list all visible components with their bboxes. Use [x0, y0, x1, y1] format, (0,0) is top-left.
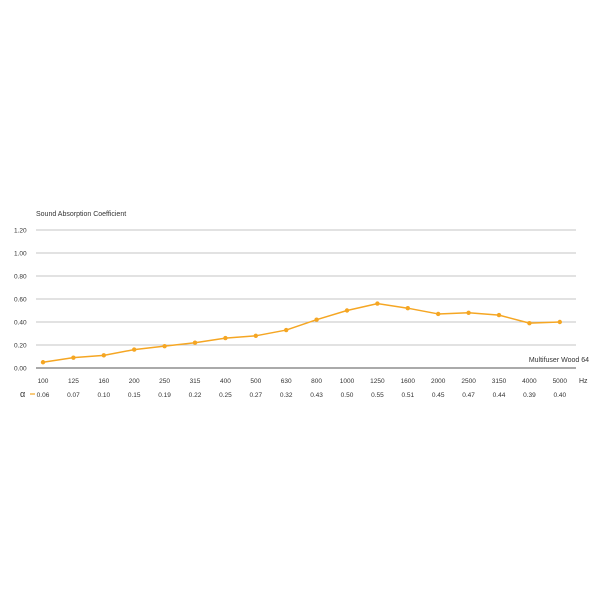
- data-point: [436, 311, 441, 317]
- value-label: 0.06: [37, 392, 50, 399]
- data-point: [314, 317, 319, 322]
- data-point: [40, 360, 46, 365]
- x-tick-label: 160: [98, 378, 109, 385]
- data-point: [223, 335, 228, 341]
- data-point: [496, 312, 502, 318]
- data-point: [466, 310, 471, 315]
- x-tick-label: 4000: [522, 378, 537, 385]
- data-point: [132, 347, 137, 352]
- y-tick-label: 1.00: [14, 251, 27, 258]
- x-tick-label: 800: [311, 378, 322, 385]
- value-label: 0.15: [128, 392, 141, 399]
- value-label: 0.40: [553, 392, 566, 399]
- series-group: [40, 301, 562, 365]
- x-tick-label: 315: [190, 378, 201, 385]
- x-tick-label: 630: [281, 378, 292, 385]
- value-label: 0.55: [371, 392, 384, 399]
- data-point: [557, 319, 562, 325]
- y-axis-title: Sound Absorption Coefficient: [36, 211, 126, 218]
- value-label: 0.25: [219, 392, 232, 399]
- x-tick-label: 1600: [401, 378, 416, 385]
- x-axis-unit: Hz: [579, 378, 588, 385]
- x-tick-labels: 100 125 160 200 250 315 400 500 630 800 1000 1250 16…: [38, 378, 568, 385]
- data-point: [101, 353, 107, 358]
- value-label: 0.50: [341, 392, 354, 399]
- gridlines: [36, 229, 576, 369]
- value-label: 0.32: [280, 392, 293, 399]
- data-point: [405, 306, 410, 311]
- value-label: 0.44: [493, 392, 506, 399]
- value-row: 0.06 0.07 0.10 0.15 0.19 0.22 0.25 0.27 0.32 0.43…: [37, 392, 567, 399]
- value-label: 0.51: [401, 392, 414, 399]
- value-label: 0.19: [158, 392, 171, 399]
- y-tick-labels: 0.00 0.20 0.40 0.60 0.80 1.00 1.20: [14, 228, 27, 373]
- value-label: 0.39: [523, 392, 536, 399]
- x-tick-label: 100: [38, 378, 49, 385]
- x-tick-label: 5000: [553, 378, 568, 385]
- x-tick-label: 2500: [461, 378, 476, 385]
- value-label: 0.27: [249, 392, 262, 399]
- value-label: 0.43: [310, 392, 323, 399]
- value-label: 0.45: [432, 392, 445, 399]
- data-point: [192, 340, 198, 345]
- data-point: [284, 327, 289, 333]
- y-tick-label: 0.80: [14, 274, 27, 281]
- y-tick-label: 0.60: [14, 297, 27, 304]
- data-point: [527, 320, 532, 326]
- alpha-symbol: α: [20, 389, 25, 399]
- value-label: 0.47: [462, 392, 475, 399]
- x-tick-label: 200: [129, 378, 140, 385]
- x-tick-label: 1250: [370, 378, 385, 385]
- x-tick-label: 250: [159, 378, 170, 385]
- data-point: [344, 308, 350, 313]
- data-point: [375, 301, 380, 306]
- y-tick-label: 1.20: [14, 228, 27, 235]
- series-line: [42, 302, 560, 363]
- value-label: 0.10: [97, 392, 110, 399]
- x-tick-label: 500: [250, 378, 261, 385]
- value-label: 0.22: [189, 392, 202, 399]
- x-tick-label: 2000: [431, 378, 446, 385]
- y-tick-label: 0.20: [14, 343, 27, 350]
- series-label: Multifuser Wood 64: [529, 357, 589, 364]
- x-tick-label: 3150: [492, 378, 507, 385]
- x-tick-label: 125: [68, 378, 79, 385]
- data-point: [162, 343, 167, 349]
- y-tick-label: 0.00: [14, 366, 27, 373]
- data-point: [71, 355, 76, 360]
- value-label: 0.07: [67, 392, 80, 399]
- y-tick-label: 0.40: [14, 320, 27, 327]
- x-tick-label: 400: [220, 378, 231, 385]
- data-point: [253, 333, 258, 338]
- x-tick-label: 1000: [340, 378, 355, 385]
